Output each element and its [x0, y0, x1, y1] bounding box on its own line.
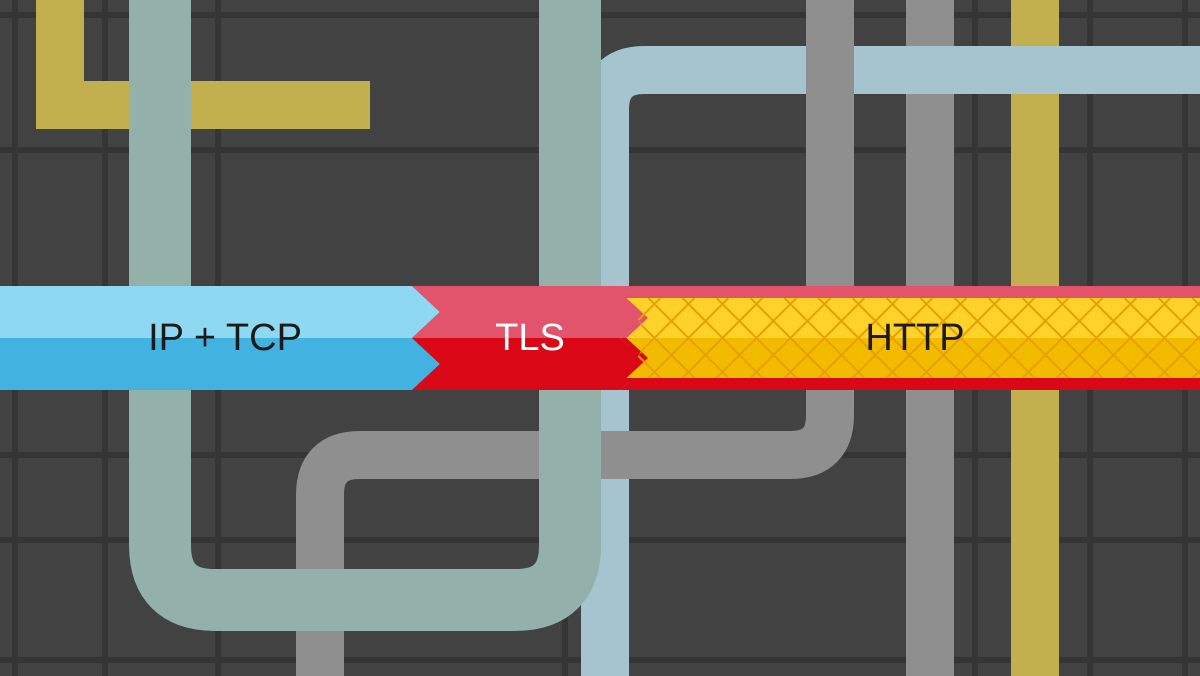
svg-text:TLS: TLS — [495, 317, 565, 359]
svg-text:IP + TCP: IP + TCP — [148, 317, 302, 359]
svg-text:HTTP: HTTP — [865, 317, 964, 359]
